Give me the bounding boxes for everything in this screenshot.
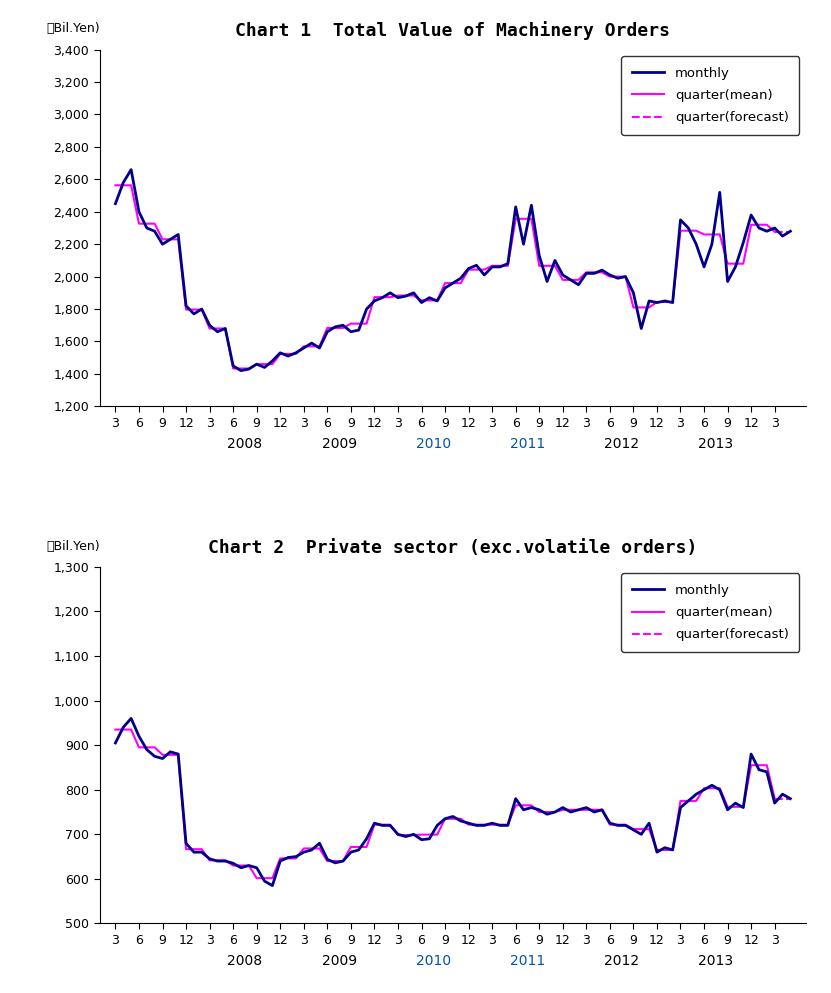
Text: （Bil.Yen): （Bil.Yen) [47,23,101,36]
Text: 2013: 2013 [698,437,734,451]
Text: 2008: 2008 [228,437,263,451]
Text: （Bil.Yen): （Bil.Yen) [47,539,101,552]
Text: 2009: 2009 [322,954,356,968]
Text: 2012: 2012 [604,954,639,968]
Legend: monthly, quarter(mean), quarter(forecast): monthly, quarter(mean), quarter(forecast… [621,573,799,652]
Legend: monthly, quarter(mean), quarter(forecast): monthly, quarter(mean), quarter(forecast… [621,57,799,135]
Text: 2011: 2011 [510,954,545,968]
Text: 2008: 2008 [228,954,263,968]
Text: 2013: 2013 [698,954,734,968]
Title: Chart 1  Total Value of Machinery Orders: Chart 1 Total Value of Machinery Orders [235,21,671,40]
Text: 2010: 2010 [416,437,451,451]
Text: 2011: 2011 [510,437,545,451]
Text: 2012: 2012 [604,437,639,451]
Text: 2009: 2009 [322,437,356,451]
Title: Chart 2  Private sector (exc.volatile orders): Chart 2 Private sector (exc.volatile ord… [209,539,697,557]
Text: 2010: 2010 [416,954,451,968]
